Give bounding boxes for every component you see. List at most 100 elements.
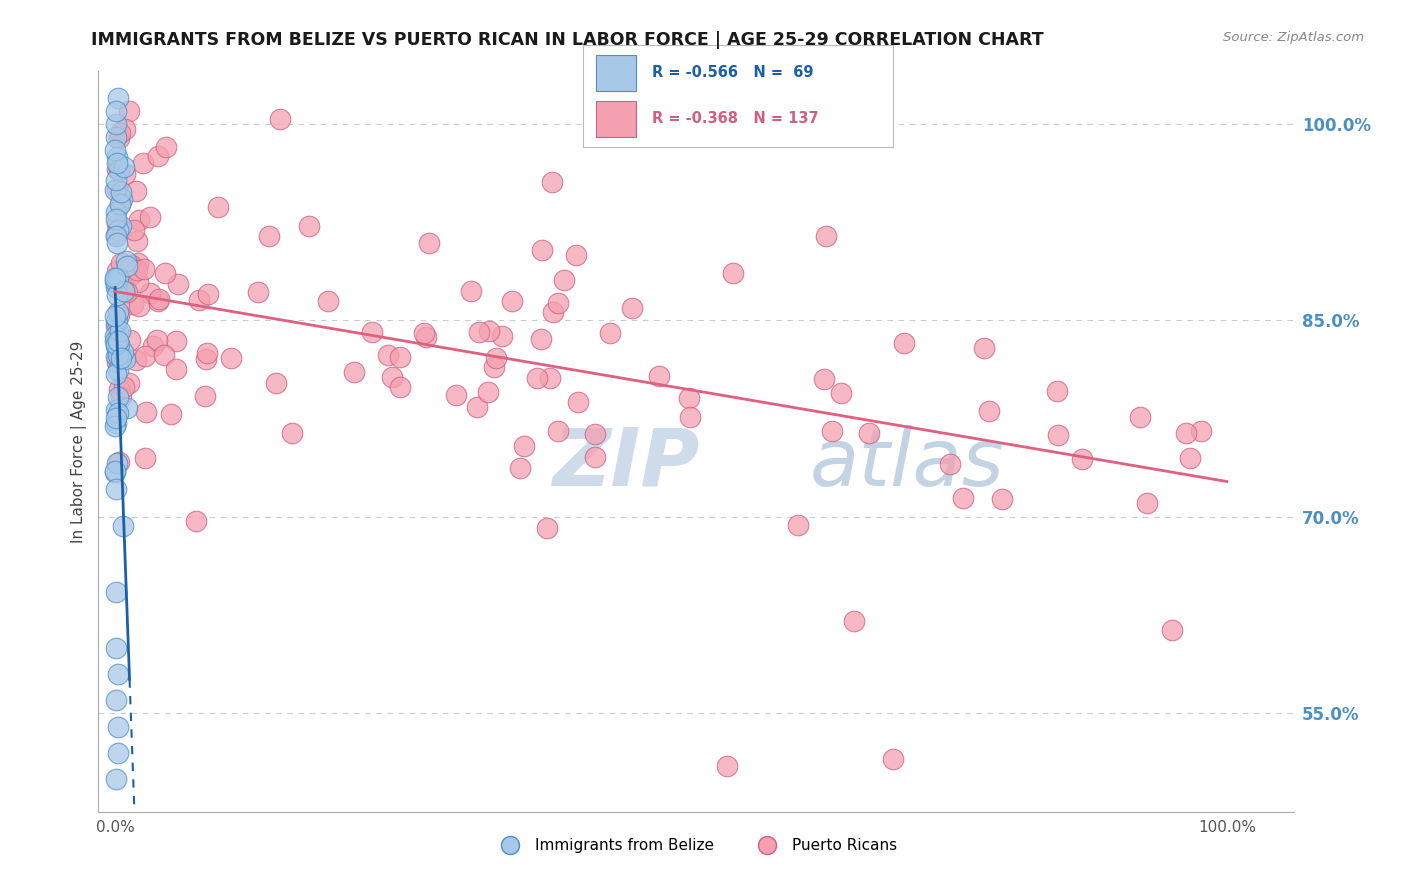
FancyBboxPatch shape bbox=[596, 55, 636, 91]
Point bbox=[115, 401, 138, 415]
Point bbox=[112, 160, 135, 174]
Point bbox=[207, 200, 229, 214]
Point bbox=[842, 614, 865, 628]
Point bbox=[127, 235, 149, 249]
Point bbox=[120, 258, 142, 272]
Point bbox=[117, 285, 139, 299]
Point bbox=[125, 263, 148, 277]
Point bbox=[583, 450, 606, 464]
Point bbox=[281, 425, 304, 440]
Point bbox=[388, 379, 411, 393]
Point bbox=[107, 406, 129, 420]
Point bbox=[118, 376, 141, 391]
Point bbox=[110, 186, 132, 200]
Point bbox=[146, 333, 169, 347]
Point bbox=[105, 236, 128, 251]
Point bbox=[858, 425, 880, 440]
Point bbox=[104, 337, 127, 351]
Point bbox=[104, 103, 127, 118]
Point bbox=[893, 336, 915, 351]
Point bbox=[538, 371, 561, 385]
Point bbox=[567, 394, 589, 409]
Point bbox=[105, 280, 128, 294]
Point bbox=[460, 284, 482, 298]
Point bbox=[513, 439, 536, 453]
Point bbox=[114, 285, 136, 299]
Point bbox=[128, 299, 150, 313]
Point bbox=[547, 424, 569, 438]
Point bbox=[115, 254, 138, 268]
Text: IMMIGRANTS FROM BELIZE VS PUERTO RICAN IN LABOR FORCE | AGE 25-29 CORRELATION CH: IMMIGRANTS FROM BELIZE VS PUERTO RICAN I… bbox=[91, 31, 1045, 49]
Point bbox=[122, 223, 145, 237]
Point bbox=[105, 218, 128, 232]
Point bbox=[120, 268, 142, 283]
Point bbox=[108, 455, 131, 469]
Point bbox=[104, 271, 127, 285]
Y-axis label: In Labor Force | Age 25-29: In Labor Force | Age 25-29 bbox=[72, 341, 87, 542]
Point bbox=[104, 183, 127, 197]
Point bbox=[127, 256, 149, 270]
FancyBboxPatch shape bbox=[596, 101, 636, 137]
Point bbox=[377, 348, 399, 362]
Legend: Immigrants from Belize, Puerto Ricans: Immigrants from Belize, Puerto Ricans bbox=[489, 832, 903, 860]
Point bbox=[104, 334, 127, 348]
Point bbox=[104, 329, 127, 343]
Point bbox=[104, 212, 127, 227]
Point bbox=[105, 129, 128, 144]
Point bbox=[547, 296, 569, 310]
Point bbox=[107, 337, 129, 351]
Point bbox=[134, 450, 156, 465]
Point bbox=[482, 360, 505, 375]
Point bbox=[107, 667, 129, 681]
Point bbox=[184, 514, 207, 528]
Point bbox=[536, 521, 558, 535]
Point bbox=[107, 305, 129, 319]
Point bbox=[115, 260, 138, 274]
Point bbox=[105, 456, 128, 470]
Point bbox=[104, 403, 127, 417]
Point bbox=[118, 103, 141, 118]
Point bbox=[104, 319, 127, 334]
Point bbox=[541, 305, 564, 319]
Point bbox=[104, 228, 127, 243]
Point bbox=[105, 585, 128, 599]
Point bbox=[104, 276, 127, 290]
Point bbox=[105, 162, 128, 177]
Point bbox=[269, 112, 291, 126]
Point bbox=[197, 287, 219, 301]
Point bbox=[1180, 450, 1202, 465]
Point bbox=[110, 390, 132, 404]
Point bbox=[165, 362, 187, 376]
Point bbox=[108, 350, 131, 364]
Point bbox=[105, 173, 128, 187]
Point bbox=[197, 346, 219, 360]
Point bbox=[501, 293, 523, 308]
Point bbox=[107, 334, 129, 348]
Point bbox=[477, 385, 499, 400]
Point bbox=[105, 271, 128, 285]
Point bbox=[104, 693, 127, 707]
Point bbox=[195, 351, 218, 366]
Point bbox=[146, 293, 169, 308]
Point bbox=[108, 324, 131, 338]
Point bbox=[105, 410, 128, 425]
Point bbox=[105, 228, 128, 243]
Point bbox=[491, 329, 513, 343]
Point bbox=[620, 301, 643, 315]
Point bbox=[153, 266, 176, 280]
Point bbox=[815, 228, 838, 243]
Point bbox=[104, 339, 127, 353]
Point bbox=[467, 400, 489, 414]
Point bbox=[583, 426, 606, 441]
Point bbox=[107, 720, 129, 734]
Point bbox=[104, 274, 127, 288]
Point bbox=[105, 117, 128, 131]
Point bbox=[1175, 426, 1198, 441]
Point bbox=[565, 248, 588, 262]
Point bbox=[105, 288, 128, 302]
Point bbox=[107, 326, 129, 340]
Point bbox=[316, 293, 339, 308]
Point bbox=[132, 156, 155, 170]
Point bbox=[134, 261, 156, 276]
Point bbox=[108, 130, 131, 145]
